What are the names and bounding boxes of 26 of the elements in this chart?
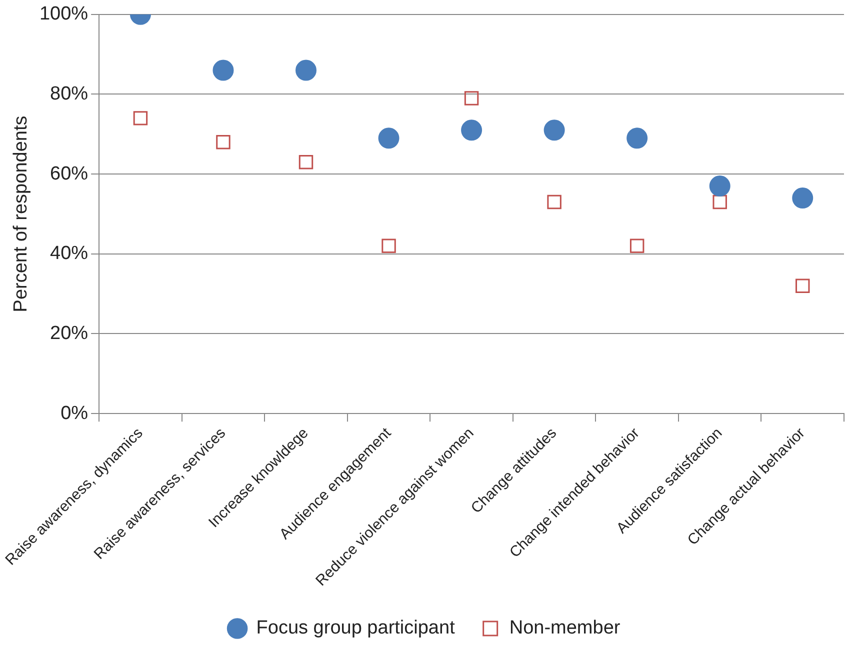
point — [298, 154, 314, 170]
legend-label: Focus group participant — [256, 618, 456, 639]
y-axis-title: Percent of respondents — [10, 116, 32, 312]
point — [461, 120, 482, 141]
point — [464, 91, 479, 106]
y-tick-label: 20% — [50, 322, 88, 344]
point — [630, 238, 644, 254]
point — [792, 188, 814, 209]
y-tick-label: 0% — [60, 402, 88, 424]
point — [709, 176, 730, 197]
point — [382, 238, 396, 254]
point — [378, 128, 400, 149]
point — [133, 111, 148, 126]
point — [296, 60, 316, 81]
point — [216, 135, 230, 150]
y-tick-label: 60% — [50, 163, 88, 184]
point — [712, 194, 727, 210]
y-tick-label: 40% — [50, 243, 88, 264]
point — [212, 60, 234, 81]
point — [626, 128, 648, 149]
point — [796, 278, 810, 293]
legend-label: Non-member — [509, 618, 621, 639]
y-tick-label: 100% — [39, 4, 88, 25]
point — [547, 194, 562, 210]
point — [544, 120, 565, 141]
y-tick-label: 80% — [50, 83, 88, 104]
